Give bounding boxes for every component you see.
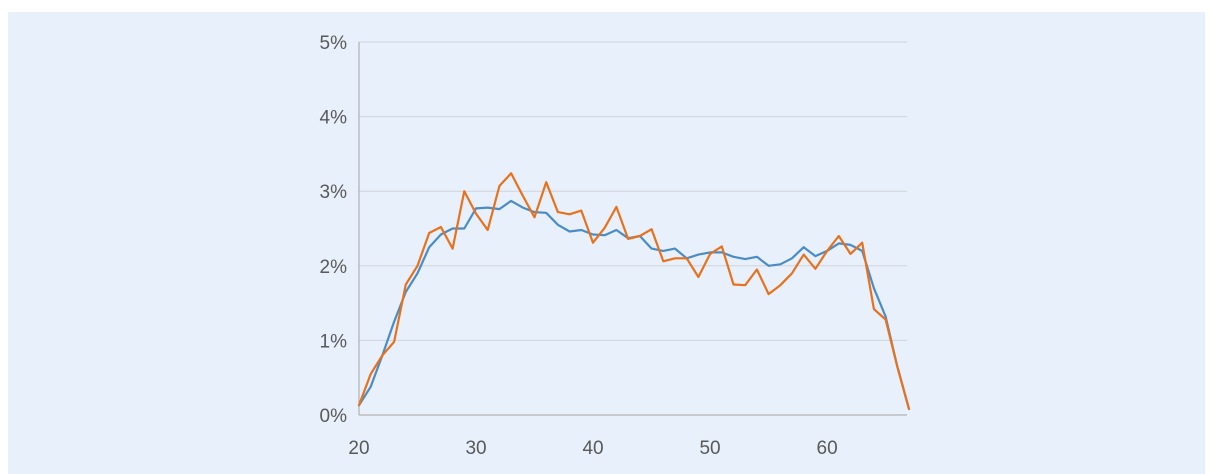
line-chart: 0% 1% 2% 3% 4% 5% 20 30 40 50 60 — [8, 12, 1205, 474]
chart-panel: 0% 1% 2% 3% 4% 5% 20 30 40 50 60 — [8, 12, 1205, 474]
y-tick-label: 0% — [320, 406, 348, 427]
series-line-2 — [357, 172, 911, 411]
series-lines — [357, 172, 911, 411]
y-axis-tick-labels: 0% 1% 2% 3% 4% 5% — [320, 33, 348, 427]
chart-background — [8, 12, 1205, 474]
axes — [358, 42, 907, 416]
gridlines — [359, 41, 907, 341]
y-tick-label: 2% — [320, 257, 348, 278]
y-tick-label: 1% — [320, 331, 348, 352]
x-tick-label: 20 — [348, 438, 369, 459]
x-axis-tick-labels: 20 30 40 50 60 — [348, 438, 837, 459]
x-tick-label: 50 — [699, 438, 720, 459]
x-tick-label: 40 — [582, 438, 603, 459]
y-tick-label: 4% — [320, 108, 348, 129]
x-tick-label: 60 — [817, 438, 838, 459]
x-tick-label: 30 — [465, 438, 486, 459]
y-tick-label: 5% — [320, 33, 348, 54]
y-tick-label: 3% — [320, 182, 348, 203]
